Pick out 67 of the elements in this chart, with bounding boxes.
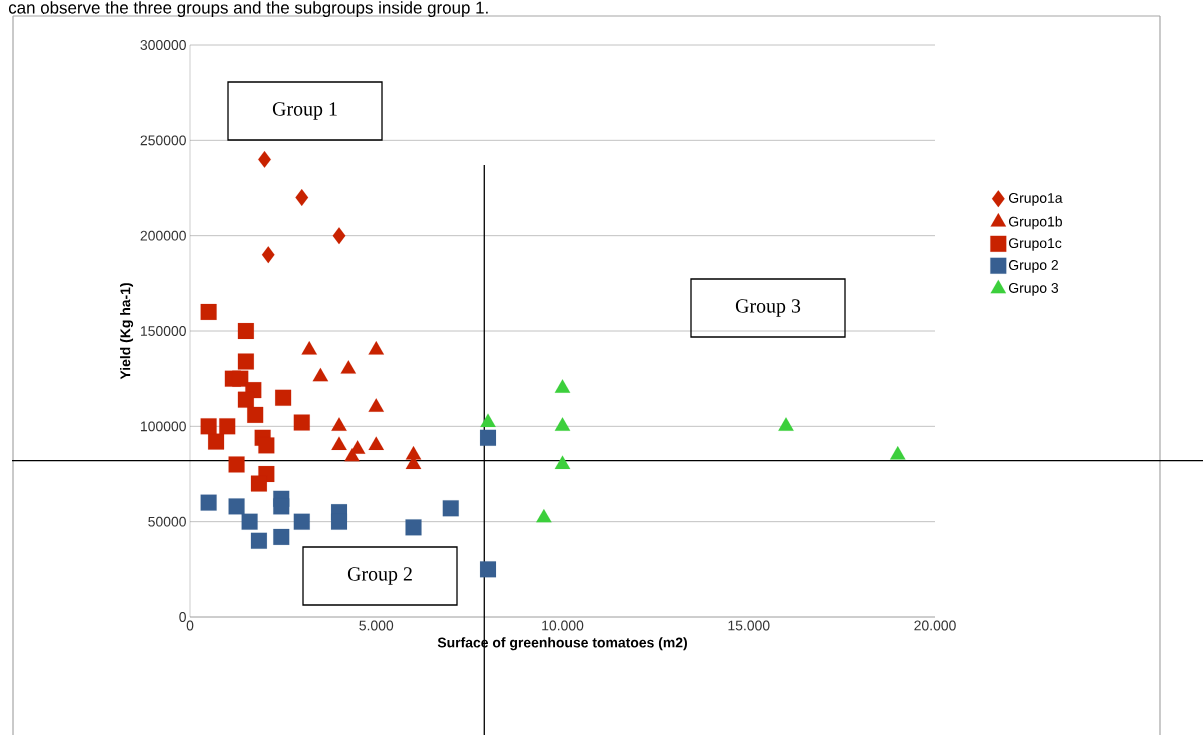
point: [554, 379, 571, 393]
y-tick-label: 100000: [141, 421, 186, 432]
y-axis-title: Yield (Kg ha-1): [120, 283, 134, 380]
annotation: Group 3: [735, 299, 801, 317]
y-tick-label: 150000: [141, 326, 186, 336]
point: [293, 414, 310, 431]
point: [258, 150, 271, 168]
point: [261, 246, 275, 264]
annotation: Group 2: [347, 567, 412, 585]
x-tick-label: 0: [186, 620, 194, 631]
point: [258, 437, 275, 454]
point: [295, 189, 309, 207]
point: [340, 360, 357, 374]
point: [536, 508, 552, 523]
annotation: Group 1: [272, 102, 337, 120]
y-tick-label: 0: [179, 612, 186, 622]
point: [332, 227, 346, 245]
point: [301, 341, 318, 355]
y-tick-label: 200000: [140, 230, 186, 241]
point: [405, 519, 422, 536]
point: [442, 500, 459, 517]
legend-label: Grupo1a: [1008, 193, 1063, 206]
point: [293, 513, 310, 530]
x-tick-label: 5.000: [359, 620, 394, 631]
x-tick-label: 10.000: [542, 620, 584, 631]
point: [480, 413, 496, 428]
point: [368, 341, 385, 355]
y-tick-label: 250000: [140, 135, 186, 146]
x-tick-label: 15.000: [728, 620, 770, 631]
point: [479, 561, 497, 578]
point: [330, 513, 348, 530]
legend-label: Grupo1b: [1008, 216, 1062, 230]
point: [200, 303, 217, 320]
legend-label: Grupo 3: [1008, 283, 1059, 296]
point: [237, 322, 254, 340]
point: [228, 498, 245, 515]
point: [250, 475, 267, 492]
point: [250, 532, 267, 549]
legend-label: Grupo1c: [1008, 238, 1062, 251]
point: [228, 456, 245, 473]
point: [232, 370, 249, 387]
point: [247, 406, 264, 423]
x-tick-label: 20.000: [914, 620, 956, 631]
point: [368, 436, 385, 450]
point: [554, 455, 571, 470]
legend-label: Grupo 2: [1008, 260, 1058, 273]
point: [368, 398, 385, 412]
text: can observe the three groups and the subgroups inside group 1.: [8, 1, 488, 17]
point: [312, 367, 329, 382]
point: [273, 498, 290, 515]
point: [237, 353, 254, 370]
point: [889, 445, 906, 460]
point: [241, 513, 258, 530]
y-tick-label: 50000: [148, 516, 186, 527]
point: [778, 417, 794, 431]
y-tick-label: 300000: [140, 40, 186, 50]
point: [331, 436, 347, 450]
point: [479, 429, 497, 446]
point: [275, 389, 292, 406]
point: [200, 418, 217, 435]
point: [219, 418, 236, 435]
point: [554, 417, 571, 431]
point: [331, 417, 347, 431]
point: [237, 391, 254, 408]
point: [200, 494, 217, 511]
point: [273, 528, 290, 545]
point: [208, 433, 225, 450]
